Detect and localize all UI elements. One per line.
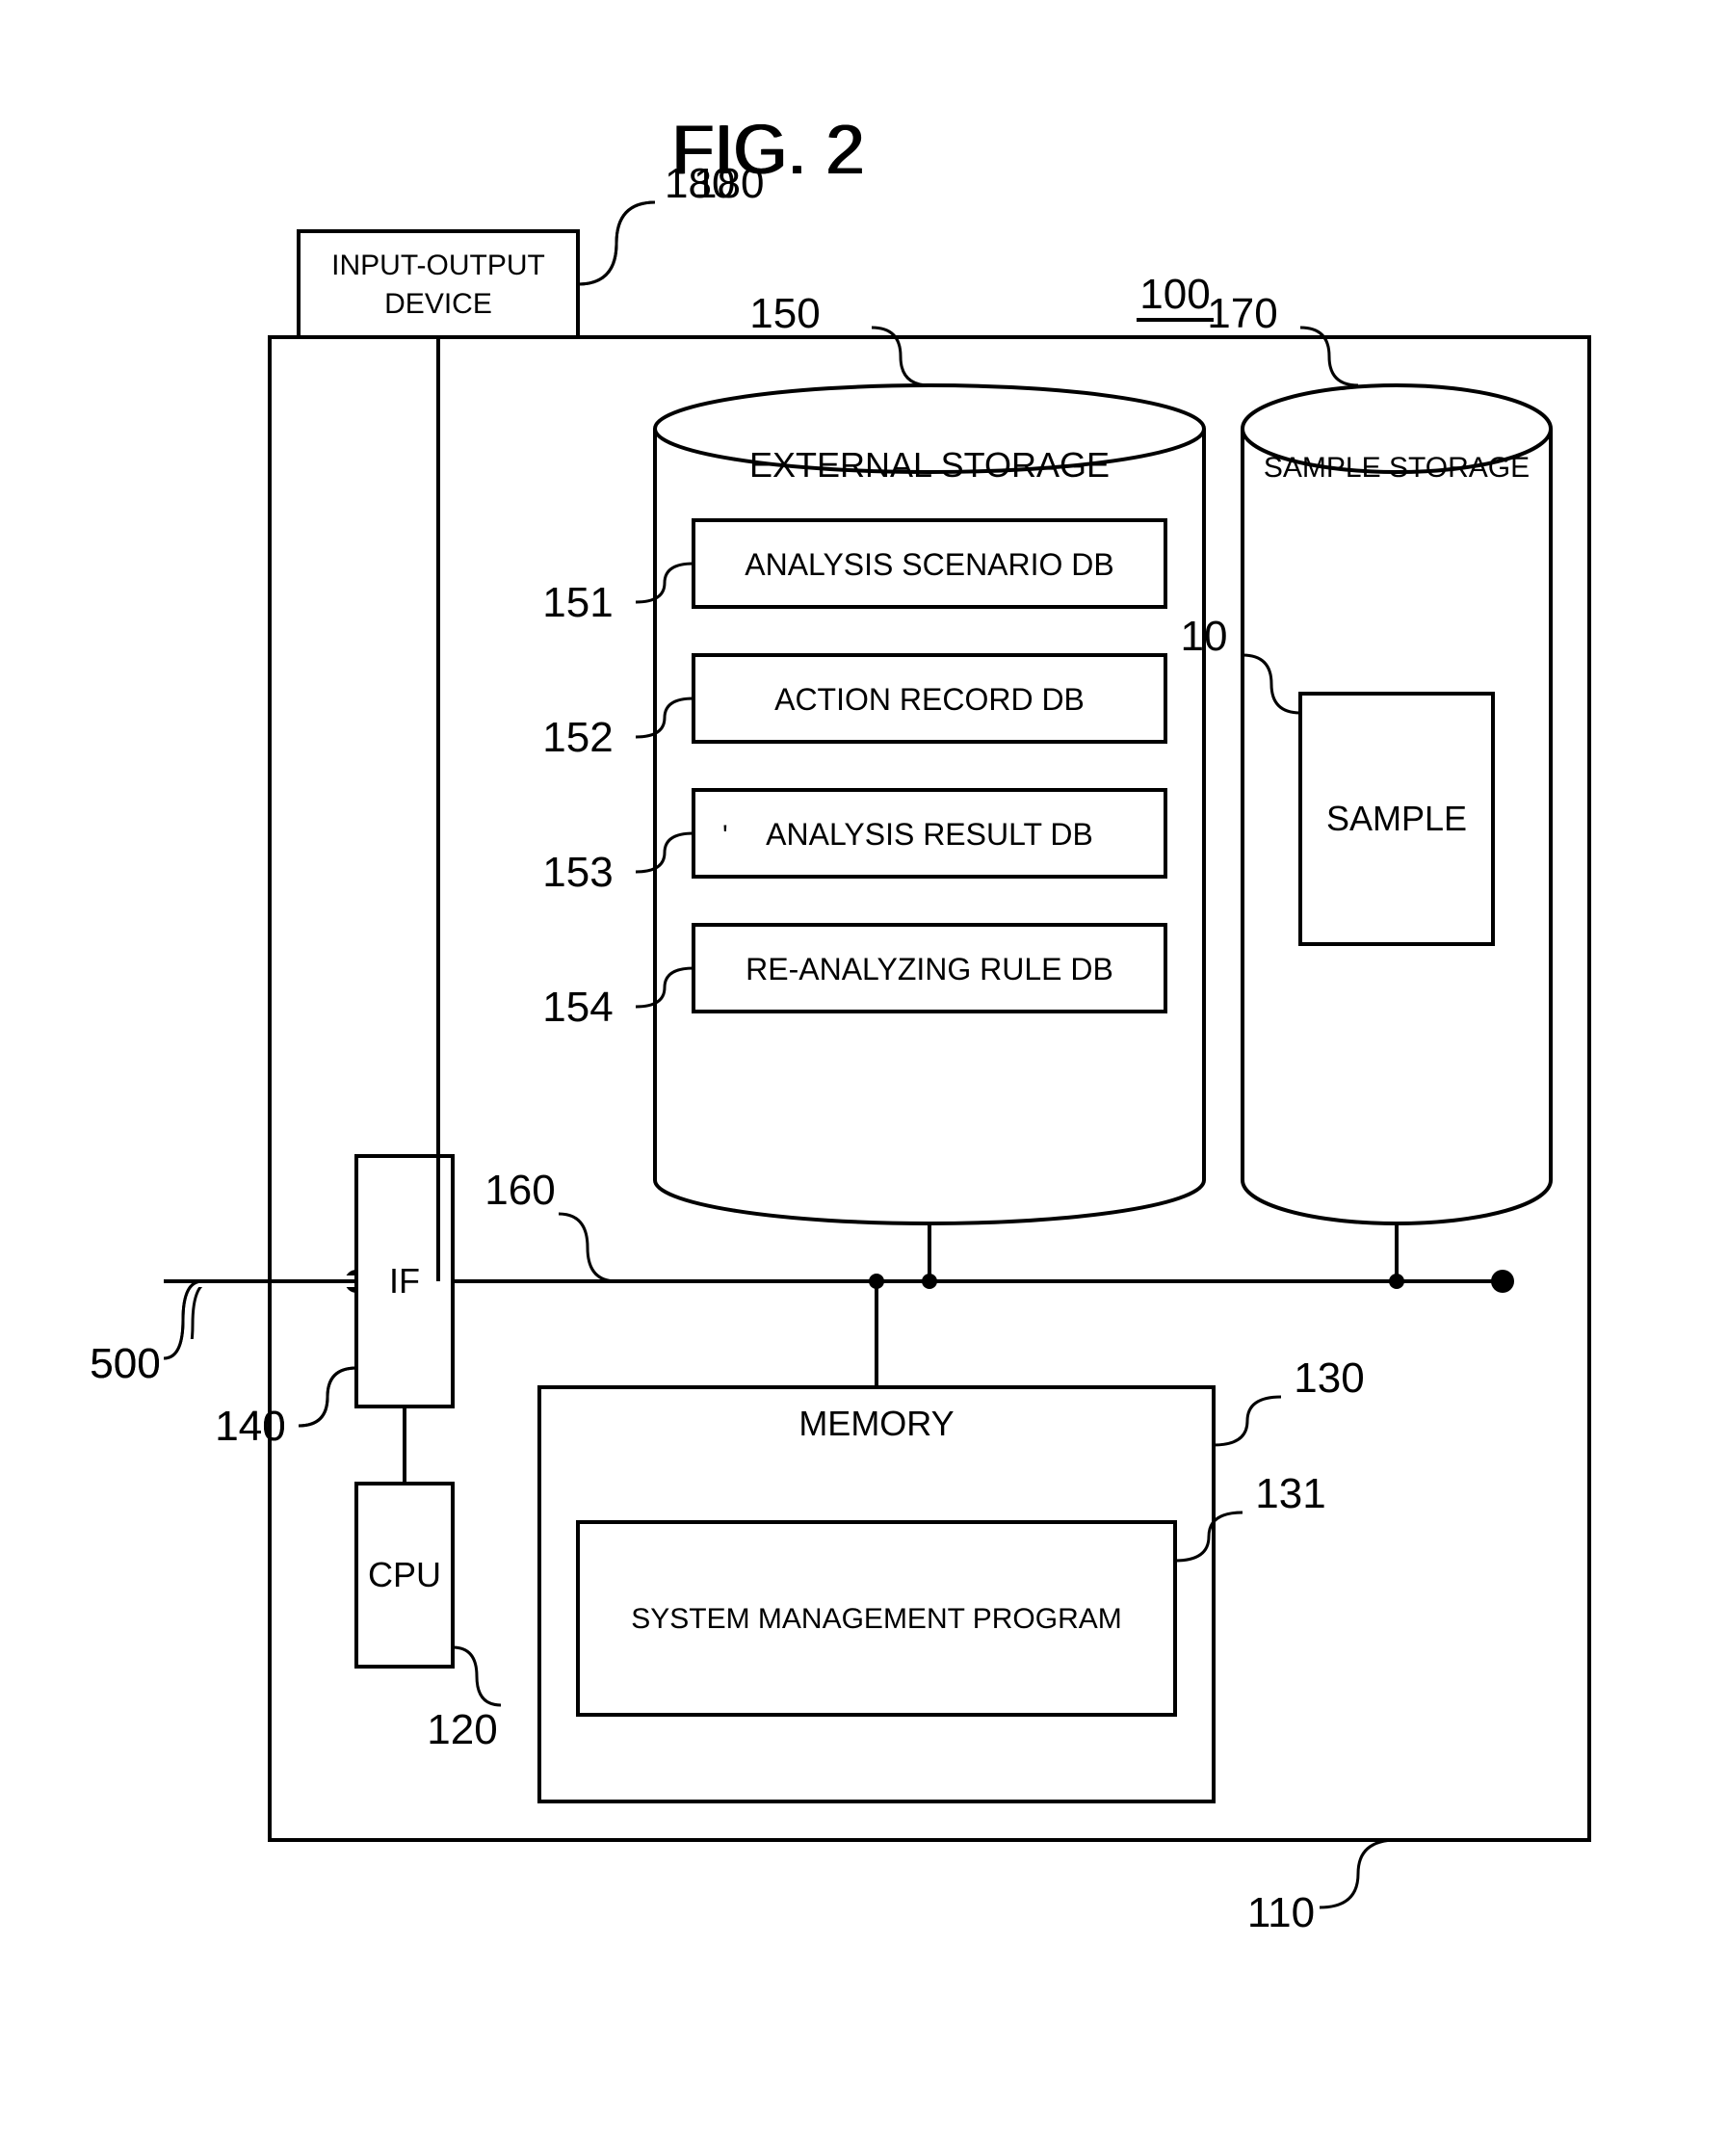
external-storage-label: EXTERNAL STORAGE bbox=[749, 445, 1110, 485]
ref-152: 152 bbox=[542, 714, 613, 761]
system-diagram: FIG. 2FIG. 2FIG. 2100110INPUT-OUTPUTDEVI… bbox=[0, 0, 1727, 2156]
: 140 bbox=[215, 1403, 285, 1450]
ref-131: 131 bbox=[1255, 1470, 1325, 1517]
ref-110: 110 bbox=[1247, 1889, 1315, 1936]
: DEVICE bbox=[384, 288, 492, 320]
: IF bbox=[389, 1261, 420, 1301]
memory-label: MEMORY bbox=[798, 1404, 954, 1443]
: 180 bbox=[665, 160, 735, 207]
ref-154: 154 bbox=[542, 984, 613, 1031]
ref-160: 160 bbox=[484, 1167, 555, 1214]
db-action-record-label: ACTION RECORD DB bbox=[774, 682, 1085, 717]
ref-151: 151 bbox=[542, 579, 613, 626]
memory-box bbox=[539, 1387, 1214, 1801]
ref-10: 10 bbox=[1181, 613, 1228, 660]
svg-text:': ' bbox=[722, 820, 728, 852]
sample-storage-label: SAMPLE STORAGE bbox=[1264, 452, 1530, 484]
db-reanalyzing-rule-label: RE-ANALYZING RULE DB bbox=[746, 952, 1113, 986]
db-analysis-result-label: ANALYSIS RESULT DB bbox=[766, 817, 1093, 852]
ref-150: 150 bbox=[749, 290, 820, 337]
program-label: SYSTEM MANAGEMENT PROGRAM bbox=[631, 1603, 1122, 1635]
ref-153: 153 bbox=[542, 849, 613, 896]
ref-120: 120 bbox=[427, 1706, 497, 1753]
ref-100: 100 bbox=[1139, 271, 1210, 318]
ref-170: 170 bbox=[1207, 290, 1277, 337]
: 500 bbox=[90, 1340, 160, 1387]
: INPUT-OUTPUT bbox=[331, 250, 545, 281]
db-analysis-scenario-label: ANALYSIS SCENARIO DB bbox=[745, 547, 1114, 582]
cpu-label: CPU bbox=[368, 1555, 441, 1594]
sample-label: SAMPLE bbox=[1326, 799, 1467, 838]
ref-130: 130 bbox=[1294, 1354, 1364, 1402]
